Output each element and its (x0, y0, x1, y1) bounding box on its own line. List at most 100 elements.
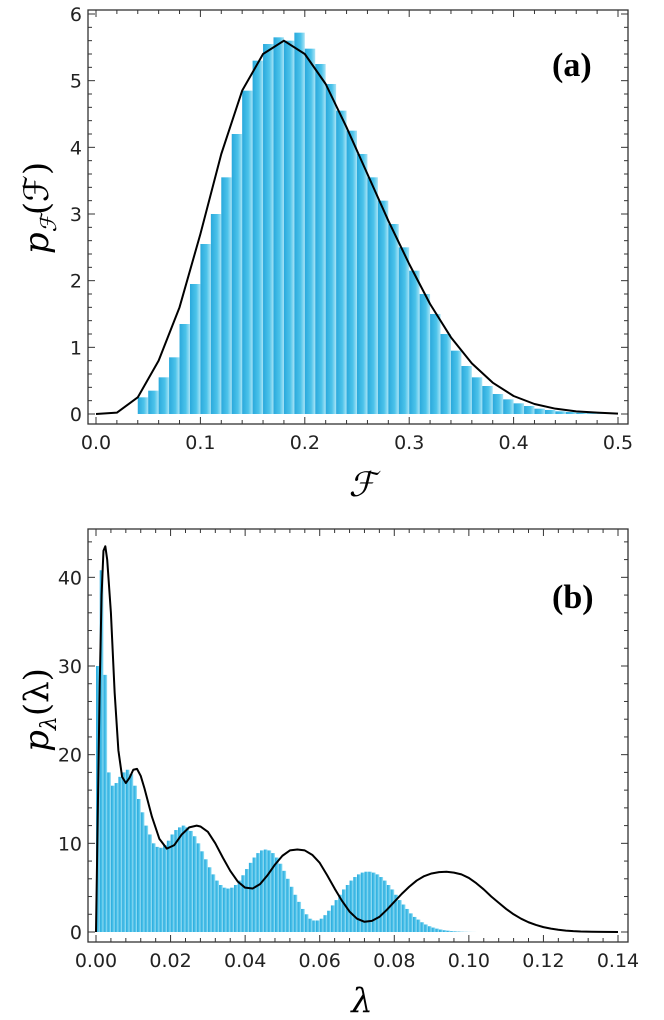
histogram-bar (315, 920, 320, 932)
histogram-bar (200, 851, 205, 932)
histogram-bar (394, 894, 399, 932)
histogram-bar (471, 377, 483, 414)
y-tick-label: 4 (70, 137, 82, 159)
fit-curve (95, 545, 619, 933)
y-axis-title: pℱ(ℱ) (17, 162, 62, 254)
x-tick-label: 0.0 (81, 432, 111, 454)
histogram-bar (330, 905, 335, 932)
histogram-bar (427, 926, 432, 932)
histogram-bar (241, 875, 246, 932)
bars-group (96, 570, 477, 932)
histogram-bar (446, 930, 451, 932)
histogram-bar (440, 334, 451, 414)
histogram-bar (565, 412, 577, 414)
histogram-bar (155, 846, 160, 932)
y-axis-title-main: p (17, 730, 57, 752)
histogram-bar (323, 915, 328, 932)
histogram-bar (357, 874, 361, 932)
histogram-bar (405, 908, 410, 932)
histogram-bar (122, 772, 126, 932)
histogram-bar (192, 836, 197, 932)
histogram-bar (342, 889, 346, 932)
histogram-bar (282, 870, 287, 932)
x-tick-label: 0.10 (448, 950, 490, 972)
y-axis-title-sub: ℱ (37, 211, 62, 232)
histogram-bar (450, 350, 462, 414)
histogram-bar (107, 772, 111, 932)
histogram-bar (419, 294, 431, 414)
x-tick-label: 0.2 (290, 432, 320, 454)
histogram-bar (133, 785, 138, 932)
histogram-bar (137, 397, 149, 414)
axes-group: 0.0 0.1 0.2 0.3 0.4 0.5 0 1 2 3 4 5 6 (70, 4, 633, 454)
histogram-bar (586, 413, 598, 414)
histogram-bar (283, 40, 295, 415)
histogram-bar (294, 32, 305, 415)
histogram-chart-b: 0.00 0.02 0.04 0.06 0.08 0.10 0.12 0.14 0 10 20 30 4… (17, 528, 639, 1020)
histogram-bar (353, 877, 357, 932)
histogram-bar (409, 270, 420, 414)
histogram-bar (315, 64, 326, 414)
histogram-bar (158, 377, 170, 414)
histogram-bar (334, 900, 339, 932)
histogram-bar (534, 408, 545, 414)
chart-panel-b: 0.00 0.02 0.04 0.06 0.08 0.10 0.12 0.14 0 10 20 30 4… (0, 510, 664, 1020)
histogram-bar (169, 357, 180, 414)
histogram-bar (204, 859, 208, 932)
y-tick-label: 10 (58, 833, 82, 855)
histogram-bar (325, 84, 337, 414)
histogram-bar (442, 930, 447, 932)
histogram-bar (170, 834, 175, 932)
histogram-bar (178, 827, 182, 932)
histogram-bar (364, 871, 369, 932)
histogram-bar (398, 900, 402, 932)
histogram-bar (513, 403, 525, 414)
x-tick-label: 0.12 (522, 950, 564, 972)
histogram-bar (222, 887, 227, 932)
histogram-bar (274, 857, 279, 932)
histogram-bar (286, 878, 290, 932)
histogram-bar (304, 48, 316, 415)
histogram-bar (221, 177, 232, 414)
histogram-bar (357, 154, 368, 414)
fit-curve (95, 39, 619, 415)
histogram-bar (219, 885, 223, 932)
histogram-bar (252, 857, 257, 932)
histogram-bar (125, 769, 130, 932)
histogram-bar (379, 877, 384, 932)
histogram-bar (211, 874, 216, 932)
x-tick-label: 0.1 (185, 432, 215, 454)
x-tick-label: 0.00 (75, 950, 117, 972)
histogram-bar (207, 867, 212, 932)
histogram-bar (231, 134, 243, 414)
plot-frame (87, 9, 629, 425)
histogram-bar (260, 850, 264, 932)
histogram-bar (103, 674, 108, 932)
histogram-bar (226, 888, 231, 932)
x-axis-title: λ (349, 981, 373, 1020)
y-axis-title-sub: λ (37, 716, 62, 731)
histogram-bar (200, 244, 211, 414)
x-tick-label: 0.08 (373, 950, 415, 972)
histogram-bar (245, 869, 249, 932)
plot-frame (87, 528, 629, 943)
y-axis-title: pλ(λ) (17, 668, 62, 752)
histogram-bar (148, 390, 159, 414)
histogram-bar (319, 918, 324, 932)
histogram-bar (289, 886, 294, 932)
y-tick-label: 20 (58, 745, 82, 767)
histogram-bar (181, 825, 186, 932)
histogram-bar (163, 845, 167, 932)
histogram-bar (230, 887, 234, 932)
histogram-bar (349, 880, 354, 932)
x-tick-label: 0.14 (597, 950, 639, 972)
histogram-bar (360, 872, 365, 932)
y-axis-title-arg: (λ) (17, 668, 57, 716)
histogram-bar (278, 863, 283, 932)
panel-label: (b) (552, 579, 594, 616)
histogram-bar (492, 394, 504, 414)
panel-label: (a) (552, 47, 592, 84)
x-axis-title: ℱ (349, 465, 382, 505)
x-tick-label: 0.02 (149, 950, 191, 972)
histogram-bar (304, 914, 309, 932)
